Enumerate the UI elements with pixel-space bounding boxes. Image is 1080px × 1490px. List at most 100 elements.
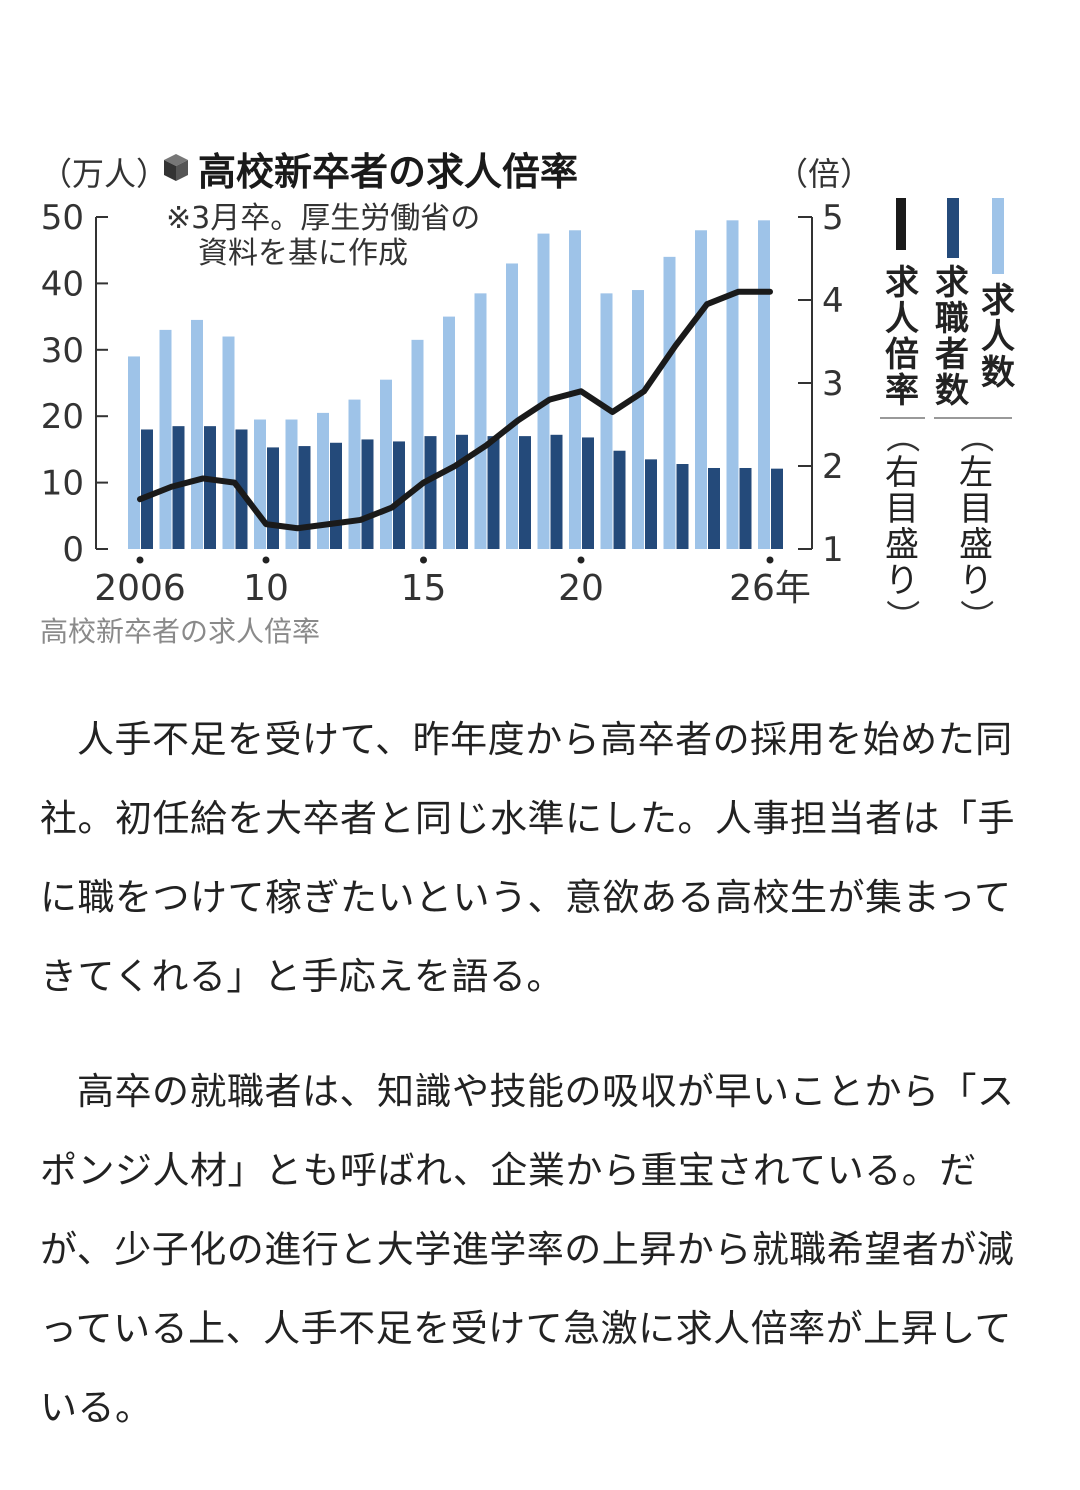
svg-text:求: 求 xyxy=(981,281,1015,321)
left-axis-tick-label: 40 xyxy=(41,264,84,304)
bar-job-openings xyxy=(537,233,550,549)
svg-text:者: 者 xyxy=(935,335,969,375)
bar-job-seekers xyxy=(771,468,783,549)
svg-text:（: （ xyxy=(881,419,921,453)
bar-job-seekers xyxy=(298,446,311,549)
bar-job-seekers xyxy=(424,436,437,549)
x-axis-tick-dot xyxy=(420,556,427,564)
left-axis-unit: （万人） xyxy=(40,155,168,193)
x-axis-tick-label: 20 xyxy=(558,568,604,609)
bar-job-openings xyxy=(726,220,739,549)
chart-note-line-2: 資料を基に作成 xyxy=(198,236,408,271)
x-axis-tick-label: 15 xyxy=(401,568,447,609)
bar-job-seekers xyxy=(204,426,216,549)
chart-caption: 高校新卒者の求人倍率 xyxy=(40,615,321,648)
bar-job-seekers xyxy=(550,434,563,549)
chart-note-line-1: ※3月卒。厚生労働省の xyxy=(166,201,480,236)
left-axis-tick-label: 0 xyxy=(62,530,84,570)
bar-job-openings xyxy=(411,339,424,549)
bar-job-openings xyxy=(443,316,455,549)
svg-text:目: 目 xyxy=(959,489,993,529)
svg-text:数: 数 xyxy=(935,371,969,411)
svg-text:人: 人 xyxy=(981,317,1015,357)
bar-job-openings xyxy=(569,230,581,549)
left-axis-tick-label: 30 xyxy=(41,331,84,371)
cube-icon xyxy=(164,154,188,181)
bar-job-seekers xyxy=(267,447,279,549)
svg-text:盛: 盛 xyxy=(885,525,919,565)
article-body: 人手不足を受けて、昨年度から高卒者の採用を始めた同社。初任給を大卒者と同じ水準に… xyxy=(40,700,1040,1483)
bar-job-seekers xyxy=(141,429,153,549)
bar-job-seekers xyxy=(361,439,374,549)
bar-job-openings xyxy=(663,256,676,549)
bar-job-openings xyxy=(600,293,613,549)
bar-job-openings xyxy=(317,412,329,549)
svg-text:盛: 盛 xyxy=(959,525,993,565)
right-axis-tick-label: 2 xyxy=(822,447,844,487)
article-paragraph: 人手不足を受けて、昨年度から高卒者の採用を始めた同社。初任給を大卒者と同じ水準に… xyxy=(40,718,1015,998)
svg-text:率: 率 xyxy=(885,371,919,411)
right-axis-tick-label: 3 xyxy=(822,364,844,404)
legend-label-job-openings: 求人数 xyxy=(981,281,1015,393)
right-axis-tick-label: 5 xyxy=(822,198,844,238)
x-axis-tick-dot xyxy=(262,556,270,564)
svg-text:目: 目 xyxy=(885,489,919,529)
right-axis-tick-label: 1 xyxy=(822,530,844,570)
bar-job-seekers xyxy=(330,442,342,549)
svg-text:り: り xyxy=(885,561,919,601)
legend-swatch-job-seekers xyxy=(947,198,959,258)
svg-text:職: 職 xyxy=(935,299,969,339)
right-axis-tick-label: 4 xyxy=(822,281,844,321)
svg-text:）: ） xyxy=(881,599,921,610)
svg-text:（: （ xyxy=(955,419,995,453)
x-axis-tick-dot xyxy=(136,556,144,564)
ratio-line xyxy=(137,288,773,532)
legend-swatch-job-openings xyxy=(992,198,1004,274)
bar-job-openings xyxy=(380,379,392,549)
x-axis-tick-dot xyxy=(766,556,774,564)
bar-job-openings xyxy=(758,220,770,549)
bar-job-seekers xyxy=(739,467,752,549)
job-openings-ratio-chart: （万人） 高校新卒者の求人倍率 （倍） ※3月卒。厚生労働省の 資料を基に作成 … xyxy=(40,150,1015,610)
x-axis-tick-label: 2006 xyxy=(94,568,186,609)
bar-job-openings xyxy=(348,399,361,549)
bar-job-seekers xyxy=(613,450,626,549)
right-axis-unit: （倍） xyxy=(776,155,872,193)
svg-text:倍: 倍 xyxy=(885,335,919,375)
svg-text:り: り xyxy=(959,561,993,601)
bar-job-openings xyxy=(474,293,487,549)
bar-job-seekers xyxy=(645,459,657,549)
bar-job-openings xyxy=(506,263,518,549)
chart-title: 高校新卒者の求人倍率 xyxy=(198,150,578,194)
bar-job-seekers xyxy=(582,437,594,549)
x-axis-tick-label: 10 xyxy=(243,568,289,609)
bar-job-seekers xyxy=(708,467,720,549)
left-axis-tick-label: 20 xyxy=(41,397,84,437)
svg-text:左: 左 xyxy=(959,453,993,493)
bar-job-openings xyxy=(222,336,235,549)
bar-job-seekers xyxy=(676,464,689,549)
bar-job-openings xyxy=(128,356,140,549)
bar-job-openings xyxy=(159,329,172,549)
left-axis-tick-label: 50 xyxy=(41,198,84,238)
svg-text:）: ） xyxy=(955,599,995,610)
svg-text:人: 人 xyxy=(885,299,919,339)
svg-text:右: 右 xyxy=(885,453,919,493)
bar-job-openings xyxy=(695,230,707,549)
svg-text:求: 求 xyxy=(935,263,969,303)
bar-job-openings xyxy=(632,290,644,549)
legend-label-ratio: 求人倍率 xyxy=(885,263,919,411)
bar-job-openings xyxy=(254,419,266,549)
bar-job-openings xyxy=(191,319,203,549)
article-paragraph: 高卒の就職者は、知識や技能の吸収が早いことから「スポンジ人材」とも呼ばれ、企業か… xyxy=(40,1070,1015,1429)
legend-swatch-ratio xyxy=(896,198,906,250)
bar-job-seekers xyxy=(393,441,405,549)
bar-job-seekers xyxy=(487,436,500,549)
bar-job-openings xyxy=(285,419,298,549)
x-axis-tick-dot xyxy=(577,556,585,564)
bar-job-seekers xyxy=(456,434,468,549)
